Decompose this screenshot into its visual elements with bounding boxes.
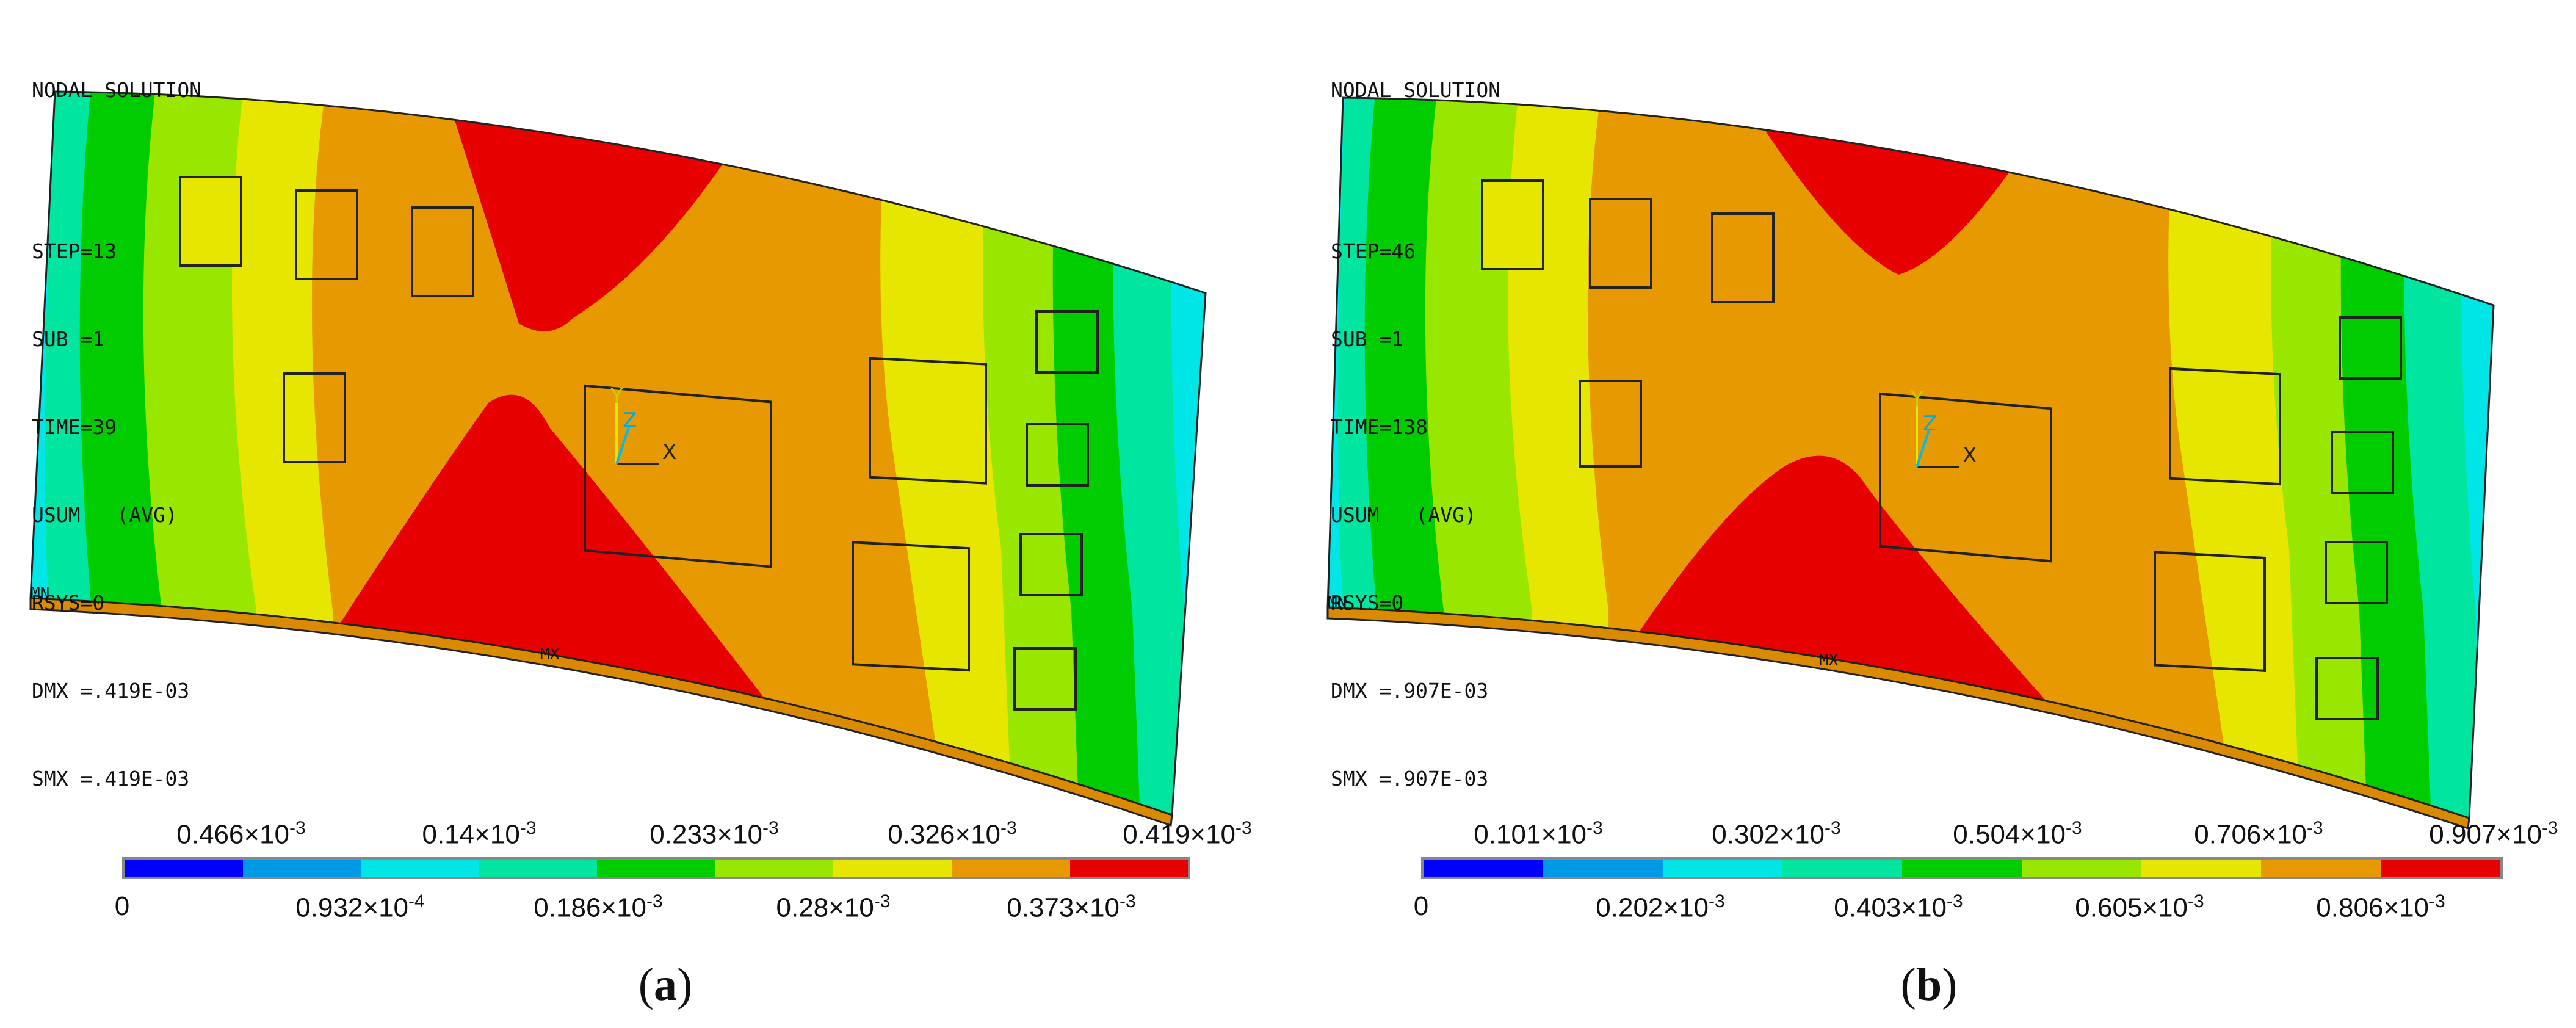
axis-z-label: Z	[1923, 411, 1937, 436]
legend-label-bottom: 0.186×10-3	[534, 891, 663, 923]
plate-outline	[1326, 96, 2495, 820]
components	[179, 176, 1099, 711]
min-marker: MN	[31, 584, 49, 603]
axis-triad: X Y Z	[1910, 387, 1977, 468]
legend-swatch	[242, 860, 361, 877]
legend-swatch	[2261, 860, 2381, 877]
axis-y-label: Y	[610, 384, 623, 408]
usum-label: USUM	[32, 503, 81, 527]
legend-label-top: 0.326×10-3	[888, 818, 1017, 850]
legend-label-top: 0.907×10-3	[2429, 818, 2558, 850]
legend-label-bottom: 0.605×10-3	[2075, 891, 2204, 923]
legend-swatch	[2141, 860, 2261, 877]
axis-x-label: X	[662, 440, 676, 465]
legend-swatch	[1424, 860, 1543, 877]
legend-swatch	[715, 860, 834, 877]
rsys-value: RSYS=0	[1331, 591, 1404, 615]
legend-label-bottom: 0.403×10-3	[1834, 891, 1963, 923]
avg-label: (AVG)	[1416, 503, 1477, 527]
legend-label-bottom: 0.806×10-3	[2316, 891, 2445, 923]
solution-header: NODAL SOLUTION	[32, 78, 202, 102]
color-legend-bar	[1421, 857, 2503, 879]
axis-y-label: Y	[1910, 387, 1923, 411]
axis-z-label: Z	[623, 408, 637, 433]
legend-label-bottom: 0.932×10-4	[295, 891, 425, 923]
legend-swatch	[1663, 860, 1782, 877]
step-value: STEP=13	[32, 239, 117, 263]
legend-label-top: 0.466×10-3	[176, 818, 306, 850]
legend-swatch	[951, 860, 1070, 877]
contour-plot-a: X Y Z MN MX	[29, 90, 1207, 827]
legend-swatch	[479, 860, 598, 877]
legend-label-bottom: 0	[114, 891, 130, 921]
legend-label-bottom: 0.28×10-3	[776, 891, 891, 923]
legend-swatch	[1543, 860, 1663, 877]
panel-caption: (a)	[638, 959, 693, 1010]
solution-header: NODAL SOLUTION	[1331, 78, 1501, 102]
legend-swatch	[1782, 860, 1902, 877]
min-marker: MN	[1328, 593, 1347, 612]
avg-label: (AVG)	[117, 503, 178, 527]
legend-label-top: 0.706×10-3	[2194, 818, 2323, 850]
legend-swatch	[2022, 860, 2141, 877]
legend-label-top: 0.419×10-3	[1123, 818, 1252, 850]
contour-plot-b: X Y Z MN MX	[1326, 96, 2495, 830]
axis-triad: X Y Z	[610, 384, 676, 465]
legend-swatch	[2381, 860, 2500, 877]
sub-value: SUB =1	[1331, 327, 1404, 351]
max-marker: MX	[1819, 651, 1839, 670]
solution-info: NODAL SOLUTION STEP=13 SUB =1 TIME=39 US…	[32, 17, 201, 852]
legend-swatch	[597, 860, 715, 877]
legend-label-top: 0.302×10-3	[1712, 818, 1841, 850]
step-value: STEP=46	[1331, 239, 1416, 263]
time-value: TIME=138	[1331, 415, 1428, 439]
dmx-value: DMX =.907E-03	[1331, 679, 1489, 703]
solution-info: NODAL SOLUTION STEP=46 SUB =1 TIME=138 U…	[1331, 17, 1500, 852]
smx-value: SMX =.419E-03	[32, 767, 190, 791]
legend-swatch	[361, 860, 479, 877]
panel-caption: (b)	[1900, 959, 1958, 1010]
axis-x-label: X	[1963, 443, 1977, 468]
components	[1481, 179, 2402, 720]
legend-swatch	[125, 860, 243, 877]
legend-label-bottom: 0.202×10-3	[1596, 891, 1725, 923]
panel-b: X Y Z MN MX NODAL SOLUTION STEP=46 SUB =…	[1288, 0, 2576, 1028]
sub-value: SUB =1	[32, 327, 105, 351]
smx-value: SMX =.907E-03	[1331, 767, 1489, 791]
time-value: TIME=39	[32, 415, 117, 439]
legend-label-top: 0.101×10-3	[1474, 818, 1603, 850]
legend-swatch	[1902, 860, 2022, 877]
max-marker: MX	[540, 645, 560, 664]
usum-label: USUM	[1331, 503, 1380, 527]
plate-outline	[29, 90, 1207, 817]
legend-label-top: 0.233×10-3	[649, 818, 779, 850]
color-legend-bar	[122, 857, 1190, 879]
dmx-value: DMX =.419E-03	[32, 679, 190, 703]
legend-swatch	[833, 860, 952, 877]
legend-label-bottom: 0.373×10-3	[1007, 891, 1136, 923]
legend-swatch	[1069, 860, 1189, 877]
legend-label-bottom: 0	[1413, 891, 1429, 921]
legend-label-top: 0.504×10-3	[1953, 818, 2082, 850]
panel-a: X Y Z MN MX NODAL SOLUTION STEP=13 SUB =…	[29, 17, 1252, 1010]
rsys-value: RSYS=0	[32, 591, 105, 615]
legend-label-top: 0.14×10-3	[422, 818, 537, 850]
